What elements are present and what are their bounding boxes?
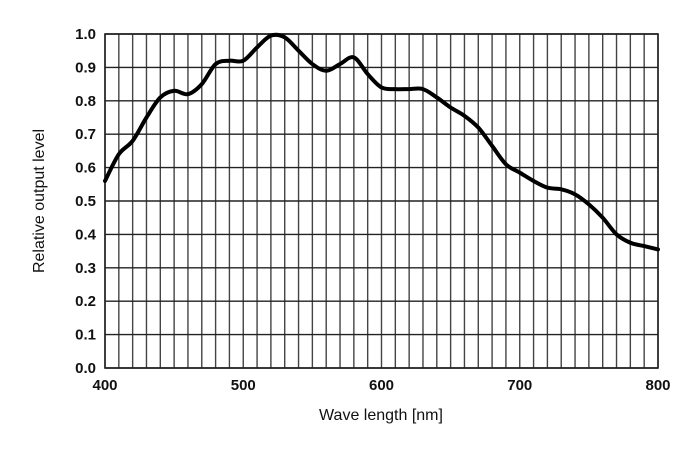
x-tick-labels: 400 500 600 700 800: [92, 377, 670, 394]
x-tick-label: 400: [92, 377, 117, 394]
y-tick-label: 0.6: [75, 160, 96, 177]
y-tick-label: 0.2: [75, 293, 96, 310]
y-tick-label: 0.8: [75, 93, 96, 110]
y-tick-label: 0.7: [75, 126, 96, 143]
y-tick-label: 0.3: [75, 260, 96, 277]
y-tick-label: 0.9: [75, 59, 96, 76]
plot-border: [104, 33, 659, 369]
y-tick-labels: 0.0 0.1 0.2 0.3 0.4 0.5 0.6 0.7 0.8 0.9 1.0: [75, 26, 97, 377]
y-axis-label: Relative output level: [31, 129, 48, 273]
y-tick-label: 0.0: [75, 360, 96, 377]
grid: [104, 33, 659, 369]
series-line: [103, 32, 660, 252]
x-tick-label: 600: [369, 377, 394, 394]
x-tick-label: 800: [645, 377, 670, 394]
x-axis-label: Wave length [nm]: [319, 407, 443, 424]
y-tick-label: 0.1: [75, 327, 96, 344]
x-tick-label: 700: [507, 377, 532, 394]
x-tick-label: 500: [231, 377, 256, 394]
y-tick-label: 0.5: [75, 193, 96, 210]
y-tick-label: 1.0: [75, 26, 96, 43]
y-tick-label: 0.4: [75, 226, 97, 243]
